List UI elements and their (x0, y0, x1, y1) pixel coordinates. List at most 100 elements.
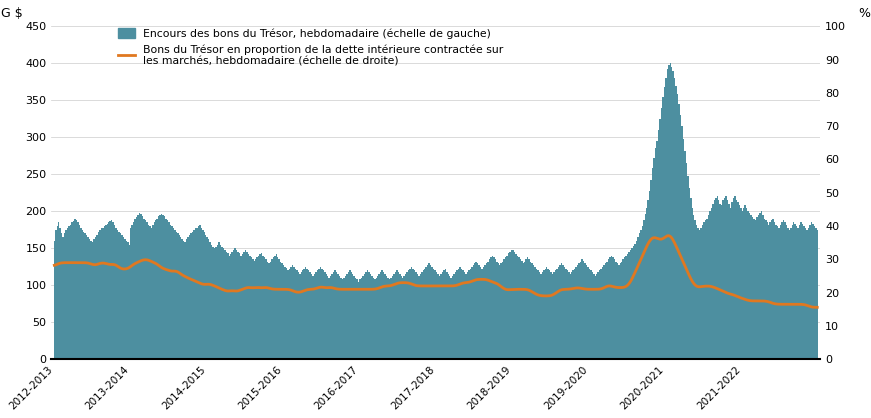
Bar (724, 198, 726, 359)
Bar (208, 240, 209, 359)
Bar (625, 256, 627, 359)
Bar (240, 256, 242, 359)
Bar (317, 270, 318, 359)
Bar (162, 215, 164, 359)
Bar (430, 265, 431, 359)
Bar (604, 263, 606, 359)
Bar (653, 158, 655, 359)
Bar (294, 269, 296, 359)
Bar (496, 262, 497, 359)
Bar (683, 139, 685, 359)
Bar (784, 222, 786, 359)
Bar (313, 275, 314, 359)
Bar (429, 263, 430, 359)
Bar (95, 237, 96, 359)
Bar (145, 220, 146, 359)
Bar (787, 227, 788, 359)
Bar (102, 227, 104, 359)
Bar (803, 226, 805, 359)
Bar (187, 237, 189, 359)
Bar (213, 248, 215, 359)
Bar (360, 279, 361, 359)
Bar (327, 275, 328, 359)
Bar (685, 163, 687, 359)
Bar (84, 233, 86, 359)
Bar (287, 270, 289, 359)
Bar (80, 227, 82, 359)
Bar (614, 259, 615, 359)
Bar (786, 224, 787, 359)
Bar (152, 224, 153, 359)
Bar (365, 272, 367, 359)
Bar (671, 67, 672, 359)
Bar (209, 242, 211, 359)
Bar (371, 276, 373, 359)
Bar (228, 256, 230, 359)
Bar (274, 256, 275, 359)
Bar (599, 270, 600, 359)
Bar (426, 267, 427, 359)
Bar (374, 279, 375, 359)
Bar (665, 78, 666, 359)
Bar (358, 281, 360, 359)
Bar (627, 254, 628, 359)
Bar (402, 278, 403, 359)
Bar (672, 71, 674, 359)
Bar (642, 226, 643, 359)
Bar (550, 272, 552, 359)
Bar (775, 224, 777, 359)
Bar (330, 276, 331, 359)
Bar (399, 274, 401, 359)
Bar (493, 257, 495, 359)
Bar (61, 233, 63, 359)
Bar (487, 262, 489, 359)
Bar (527, 257, 529, 359)
Bar (530, 262, 531, 359)
Bar (741, 211, 743, 359)
Bar (333, 272, 334, 359)
Bar (606, 262, 608, 359)
Bar (456, 270, 458, 359)
Bar (271, 259, 273, 359)
Bar (336, 272, 337, 359)
Bar (345, 276, 346, 359)
Bar (177, 233, 179, 359)
Bar (380, 272, 381, 359)
Text: G $: G $ (2, 7, 24, 20)
Bar (745, 205, 746, 359)
Bar (448, 274, 449, 359)
Bar (520, 259, 521, 359)
Bar (290, 267, 292, 359)
Bar (694, 220, 696, 359)
Bar (762, 215, 764, 359)
Bar (636, 241, 638, 359)
Bar (302, 270, 303, 359)
Bar (708, 215, 709, 359)
Bar (237, 252, 239, 359)
Bar (777, 226, 779, 359)
Bar (267, 262, 268, 359)
Bar (525, 259, 527, 359)
Bar (303, 269, 305, 359)
Bar (752, 217, 753, 359)
Bar (181, 240, 183, 359)
Bar (670, 64, 671, 359)
Bar (383, 272, 384, 359)
Bar (334, 270, 336, 359)
Bar (104, 226, 105, 359)
Bar (186, 240, 187, 359)
Bar (111, 220, 112, 359)
Bar (264, 257, 266, 359)
Bar (204, 232, 205, 359)
Bar (138, 213, 140, 359)
Bar (190, 233, 192, 359)
Bar (749, 213, 750, 359)
Bar (153, 222, 155, 359)
Bar (83, 232, 84, 359)
Bar (471, 267, 473, 359)
Bar (198, 226, 199, 359)
Bar (609, 257, 611, 359)
Bar (454, 274, 455, 359)
Bar (427, 265, 429, 359)
Bar (74, 219, 76, 359)
